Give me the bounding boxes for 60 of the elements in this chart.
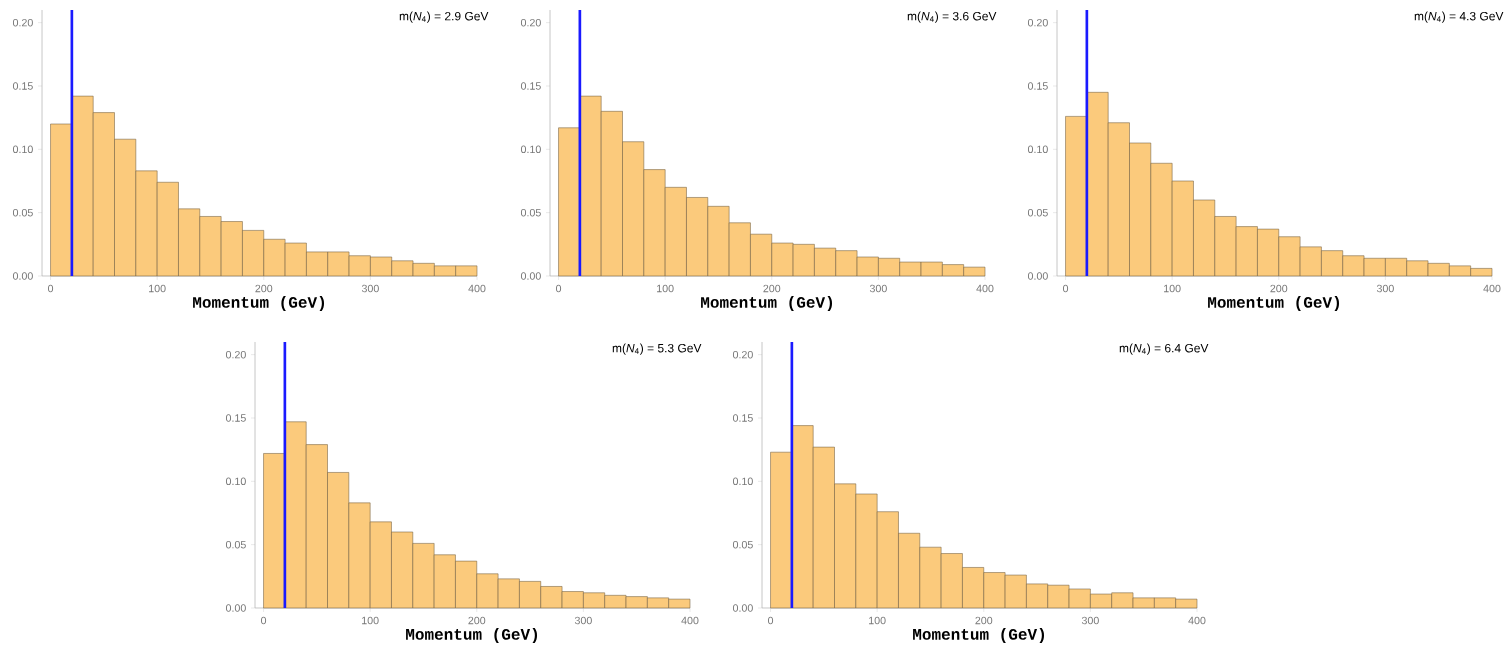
y-tick-label: 0.20 [12,18,33,27]
y-tick-label: 0.15 [1027,82,1048,90]
y-tick-label: 0.00 [520,272,541,280]
y-tick-label: 0.05 [225,540,246,549]
x-tick-label: 400 [468,284,486,293]
x-axis-title: Momentum (GeV) [193,296,325,311]
y-tick-label: 0.10 [732,477,753,486]
y-tick-label: 0.00 [225,604,246,612]
x-tick-label: 0 [260,616,267,625]
y-tick-label: 0.15 [12,82,33,90]
y-tick-label: 0.15 [732,414,753,422]
y-tick-label: 0.20 [1027,18,1048,27]
chart-title: m(N$_{4}$) = 5.3 GeV [612,343,702,355]
x-tick-label: 0 [1062,284,1069,293]
y-tick-label: 0.05 [12,208,33,217]
x-tick-label: 200 [255,284,273,293]
x-tick-label: 300 [574,616,592,625]
y-tick-label: 0.15 [225,414,246,422]
y-tick-label: 0.10 [1027,145,1048,154]
x-tick-label: 400 [1188,616,1206,625]
chart-title: m(N$_{4}$) = 3.6 GeV [907,11,997,23]
y-tick-label: 0.10 [225,477,246,486]
y-tick-label: 0.10 [520,145,541,154]
chart-title: m(N$_{4}$) = 2.9 GeV [399,11,489,23]
x-tick-label: 100 [657,284,674,293]
x-tick-label: 200 [975,616,993,625]
x-axis-title: Momentum (GeV) [913,628,1045,643]
chart-title: m(N$_{4}$) = 4.3 GeV [1414,11,1504,23]
x-tick-label: 400 [1483,284,1501,293]
y-tick-label: 0.05 [520,208,541,217]
x-tick-label: 300 [1081,616,1099,625]
y-tick-label: 0.20 [225,350,246,359]
y-tick-label: 0.05 [1027,208,1048,217]
x-tick-label: 200 [468,616,486,625]
y-tick-label: 0.00 [732,604,753,612]
x-axis-title: Momentum (GeV) [1208,296,1340,311]
x-tick-label: 100 [1164,284,1181,293]
y-tick-label: 0.10 [12,145,33,154]
x-tick-label: 100 [149,284,166,293]
y-tick-label: 0.15 [520,82,541,90]
y-tick-label: 0.00 [12,272,33,280]
x-tick-label: 200 [1270,284,1288,293]
x-axis-title: Momentum (GeV) [701,296,833,311]
x-tick-label: 300 [869,284,887,293]
x-tick-label: 100 [362,616,379,625]
y-tick-label: 0.20 [732,350,753,359]
x-tick-label: 100 [869,616,886,625]
x-tick-label: 0 [767,616,774,625]
x-tick-label: 300 [1376,284,1394,293]
x-tick-label: 400 [681,616,699,625]
x-axis-title: Momentum (GeV) [406,628,538,643]
x-tick-label: 200 [763,284,781,293]
chart-title: m(N$_{4}$) = 6.4 GeV [1119,343,1209,355]
x-tick-label: 400 [976,284,994,293]
x-tick-label: 0 [48,284,54,293]
x-tick-label: 300 [361,284,379,293]
y-tick-label: 0.20 [520,18,541,27]
y-tick-label: 0.00 [1027,272,1048,280]
y-tick-label: 0.05 [732,540,753,549]
x-tick-label: 0 [555,284,562,293]
